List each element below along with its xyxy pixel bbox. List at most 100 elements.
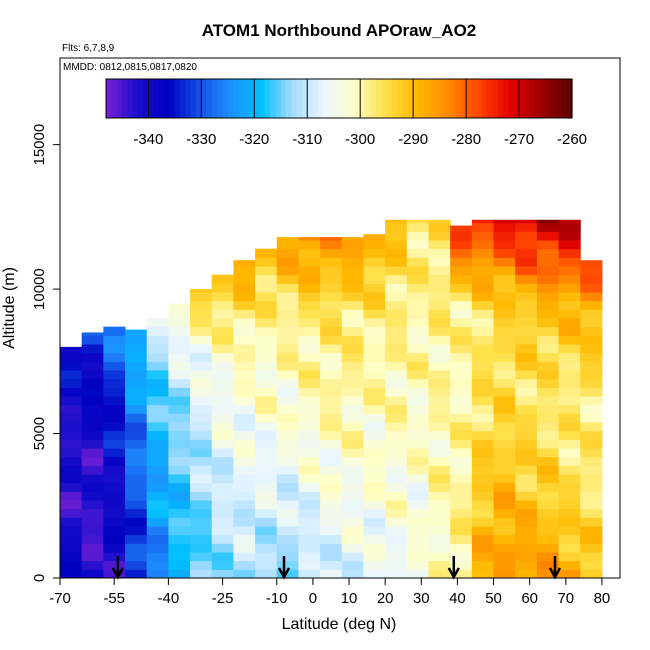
heatmap-cell	[211, 283, 234, 293]
x-tick-label: 30	[413, 590, 430, 607]
heatmap-cell	[320, 543, 343, 553]
heatmap-cell	[320, 482, 343, 492]
heatmap-cell	[125, 465, 148, 475]
heatmap-cell	[341, 526, 364, 536]
heatmap-cell	[558, 448, 581, 458]
heatmap-cell	[81, 552, 104, 562]
heatmap-cell	[255, 482, 278, 492]
heatmap-cell	[515, 404, 538, 414]
heatmap-cell	[471, 257, 495, 267]
colorbar-segment	[529, 79, 536, 118]
heatmap-cell	[190, 361, 213, 371]
heatmap-cell	[558, 413, 581, 423]
heatmap-cell	[60, 404, 83, 414]
heatmap-cell	[515, 240, 538, 250]
heatmap-cell	[558, 318, 581, 328]
heatmap-cell	[471, 552, 495, 562]
heatmap-cell	[255, 326, 278, 336]
heatmap-cell	[428, 266, 451, 276]
heatmap-cell	[493, 283, 516, 293]
heatmap-cell	[536, 560, 560, 570]
heatmap-cell	[190, 352, 213, 362]
heatmap-cell	[146, 465, 169, 475]
heatmap-cell	[146, 552, 169, 562]
colorbar-segment	[354, 79, 361, 118]
heatmap-cell	[298, 237, 321, 241]
colorbar-segment	[106, 79, 112, 118]
heatmap-cell	[471, 318, 495, 328]
heatmap-cell	[146, 500, 169, 510]
heatmap-cell	[558, 396, 581, 406]
heatmap-cell	[406, 491, 430, 501]
heatmap-cell	[580, 326, 603, 336]
colorbar-segment	[444, 79, 451, 118]
heatmap-cell	[515, 491, 538, 501]
heatmap-cell	[536, 491, 560, 501]
heatmap-cell	[146, 508, 169, 518]
heatmap-cell	[493, 361, 516, 371]
heatmap-cell	[146, 387, 169, 397]
heatmap-cell	[255, 422, 278, 432]
heatmap-cell	[211, 517, 234, 527]
heatmap-cell	[450, 422, 473, 432]
heatmap-cell	[385, 378, 408, 388]
heatmap-cell	[428, 404, 451, 414]
heatmap-cell	[493, 326, 516, 336]
heatmap-cell	[81, 370, 104, 380]
heatmap-cell	[125, 404, 148, 414]
heatmap-cell	[406, 534, 430, 544]
y-tick-label: 5000	[31, 417, 48, 450]
heatmap-cell	[536, 248, 560, 258]
heatmap-cell	[515, 482, 538, 492]
heatmap-cell	[81, 569, 104, 578]
heatmap-cell	[168, 526, 191, 536]
heatmap-cell	[211, 309, 234, 319]
heatmap-cell	[190, 439, 213, 449]
heatmap-cell	[320, 413, 343, 423]
heatmap-cell	[168, 456, 191, 466]
colorbar-segment	[227, 79, 234, 118]
heatmap-cell	[558, 248, 581, 258]
heatmap-cell	[428, 508, 451, 518]
heatmap-cell	[81, 335, 104, 345]
colorbar-segment	[164, 79, 171, 118]
heatmap-cell	[536, 370, 560, 380]
heatmap-cell	[471, 430, 495, 440]
heatmap-cell	[558, 378, 581, 388]
heatmap-cell	[406, 500, 430, 510]
heatmap-cell	[406, 300, 430, 310]
heatmap-cell	[428, 456, 451, 466]
heatmap-cell	[363, 508, 386, 518]
heatmap-cell	[536, 413, 560, 423]
heatmap-cell	[103, 378, 126, 388]
heatmap-cell	[255, 300, 278, 310]
heatmap-cell	[341, 430, 364, 440]
heatmap-cell	[471, 240, 495, 250]
heatmap-cell	[276, 352, 299, 362]
x-tick-label: 20	[377, 590, 394, 607]
y-axis-title: Altitude (m)	[1, 267, 18, 349]
heatmap-cell	[190, 413, 213, 423]
heatmap-cell	[363, 318, 386, 328]
heatmap-cell	[450, 465, 473, 475]
heatmap-cell	[320, 352, 343, 362]
heatmap-cell	[406, 352, 430, 362]
heatmap-cell	[190, 508, 213, 518]
heatmap-cell	[580, 413, 603, 423]
heatmap-cell	[211, 526, 234, 536]
heatmap-cell	[385, 396, 408, 406]
heatmap-cell	[211, 500, 234, 510]
heatmap-cell	[406, 257, 430, 267]
heatmap-cell	[211, 456, 234, 466]
heatmap-cell	[385, 300, 408, 310]
heatmap-cell	[450, 240, 473, 250]
colorbar-segment	[370, 79, 377, 118]
x-tick-label: -55	[103, 590, 125, 607]
heatmap-cell	[515, 283, 538, 293]
heatmap-cell	[190, 456, 213, 466]
heatmap-cell	[276, 474, 299, 484]
heatmap-cell	[233, 318, 256, 328]
heatmap-cell	[580, 335, 603, 345]
heatmap-cell	[406, 370, 430, 380]
heatmap-cell	[125, 439, 148, 449]
